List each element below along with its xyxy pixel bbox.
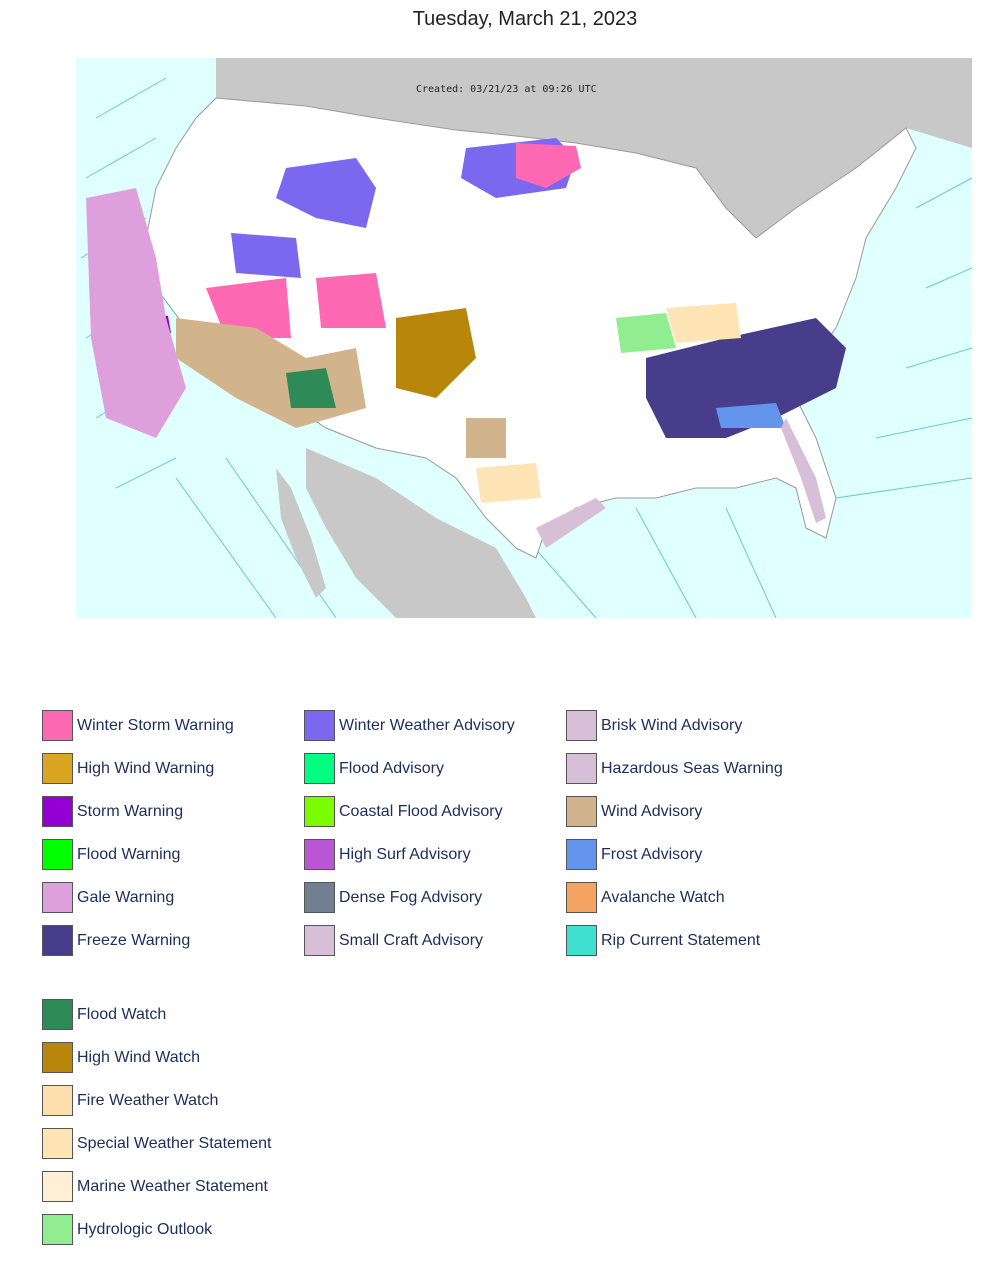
legend-item: Avalanche Watch [566,882,725,913]
legend-item: Storm Warning [42,796,183,827]
legend-swatch [42,839,73,870]
legend-item: High Wind Watch [42,1042,200,1073]
legend-swatch [566,753,597,784]
legend-item: Dense Fog Advisory [304,882,482,913]
legend-label: Special Weather Statement [77,1134,272,1152]
legend-item: Coastal Flood Advisory [304,796,503,827]
special-weather-statement-area [476,463,541,503]
legend-label: Avalanche Watch [601,888,725,906]
legend-item: Winter Storm Warning [42,710,234,741]
legend-item: Rip Current Statement [566,925,760,956]
legend-swatch [566,882,597,913]
legend-label: Small Craft Advisory [339,931,484,949]
legend-label: Rip Current Statement [601,931,761,949]
legend-item: Flood Advisory [304,753,444,784]
legend-item: Small Craft Advisory [304,925,483,956]
legend-label: Winter Weather Advisory [339,716,515,734]
legend-label: Coastal Flood Advisory [339,802,503,820]
baja [276,468,326,598]
legend-label: Fire Weather Watch [77,1091,219,1109]
legend-swatch [42,882,73,913]
legend-label: Wind Advisory [601,802,703,820]
legend-swatch [42,1171,73,1202]
small-craft-advisory-area [536,498,606,548]
wind-advisory-area-2 [466,418,506,458]
page-title: Tuesday, March 21, 2023 [412,8,638,30]
hydrologic-outlook-area [616,313,676,353]
legend-label: Hydrologic Outlook [77,1220,213,1238]
freeze-warning-area [646,318,846,438]
legend-label: Frost Advisory [601,845,703,863]
canada [216,58,972,238]
legend-item: Hydrologic Outlook [42,1214,212,1245]
legend-item: Brisk Wind Advisory [566,710,742,741]
legend-label: High Wind Warning [77,759,215,777]
legend-item: Flood Warning [42,839,180,870]
legend-swatch [42,710,73,741]
legend-label: Flood Warning [77,845,181,863]
legend-item: Gale Warning [42,882,174,913]
legend-item: Fire Weather Watch [42,1085,218,1116]
legend-swatch [42,1128,73,1159]
legend-item: Freeze Warning [42,925,190,956]
map-created-timestamp: Created: 03/21/23 at 09:26 UTC [416,84,597,95]
legend-label: Flood Advisory [339,759,444,777]
legend-swatch [566,925,597,956]
winter-weather-advisory-area-3 [231,233,301,278]
legend-swatch [304,925,335,956]
legend-item: Wind Advisory [566,796,702,827]
legend-label: Storm Warning [77,802,184,820]
legend-swatch [566,710,597,741]
small-craft-advisory-area-2 [781,418,826,523]
legend-label: Winter Storm Warning [77,716,234,734]
high-wind-watch-area [396,308,476,398]
winter-storm-warning-area-2 [206,278,291,338]
flood-watch-area [286,368,336,408]
legend-swatch [304,710,335,741]
legend-swatch [566,839,597,870]
legend-item: Winter Weather Advisory [304,710,515,741]
legend-label: Freeze Warning [77,931,191,949]
legend-swatch [566,796,597,827]
legend-label: Marine Weather Statement [77,1177,268,1195]
legend-label: Brisk Wind Advisory [601,716,743,734]
weather-hazards-map[interactable]: Created: 03/21/23 at 09:26 UTC [76,58,972,618]
legend-label: Flood Watch [77,1005,167,1023]
legend-item: Frost Advisory [566,839,702,870]
legend-label: Dense Fog Advisory [339,888,483,906]
legend-item: Special Weather Statement [42,1128,271,1159]
frost-advisory-area [716,403,786,428]
winter-storm-warning-area-3 [316,273,386,328]
legend-swatch [42,753,73,784]
gale-warning-area [86,188,186,438]
legend-swatch [304,796,335,827]
legend-swatch [304,882,335,913]
winter-storm-warning-area [516,143,581,188]
legend-item: High Surf Advisory [304,839,471,870]
legend-item: Marine Weather Statement [42,1171,268,1202]
mexico [306,448,536,618]
legend-swatch [42,1085,73,1116]
legend-swatch [304,753,335,784]
hazard-areas [86,138,846,548]
legend-swatch [42,796,73,827]
legend-label: Gale Warning [77,888,175,906]
legend-label: Hazardous Seas Warning [601,759,783,777]
fire-weather-watch-area [666,303,741,343]
legend-item: High Wind Warning [42,753,214,784]
legend-label: High Wind Watch [77,1048,200,1066]
legend-swatch [42,1214,73,1245]
legend-swatch [42,925,73,956]
legend-swatch [42,999,73,1030]
legend-label: High Surf Advisory [339,845,471,863]
legend-item: Flood Watch [42,999,166,1030]
legend-item: Hazardous Seas Warning [566,753,783,784]
winter-weather-advisory-area-2 [276,158,376,228]
legend-swatch [304,839,335,870]
legend-swatch [42,1042,73,1073]
